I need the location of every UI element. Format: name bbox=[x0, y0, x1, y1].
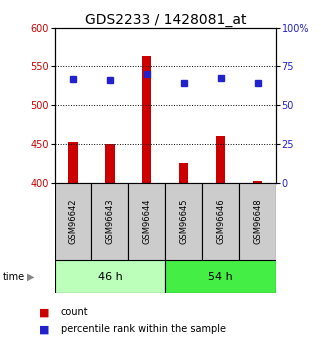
Bar bbox=[105, 144, 115, 183]
Bar bbox=[68, 142, 78, 183]
Text: ▶: ▶ bbox=[27, 272, 35, 282]
Text: GSM96644: GSM96644 bbox=[142, 199, 152, 244]
Text: 46 h: 46 h bbox=[98, 272, 122, 282]
Text: percentile rank within the sample: percentile rank within the sample bbox=[61, 325, 226, 334]
Bar bbox=[55, 183, 91, 260]
Bar bbox=[165, 260, 276, 293]
Title: GDS2233 / 1428081_at: GDS2233 / 1428081_at bbox=[84, 12, 246, 27]
Text: GSM96648: GSM96648 bbox=[253, 199, 262, 245]
Text: GSM96642: GSM96642 bbox=[68, 199, 78, 244]
Bar bbox=[128, 183, 165, 260]
Text: ■: ■ bbox=[39, 325, 49, 334]
Bar bbox=[216, 136, 225, 183]
Bar bbox=[202, 183, 239, 260]
Bar bbox=[179, 164, 188, 183]
Text: GSM96645: GSM96645 bbox=[179, 199, 188, 244]
Bar bbox=[91, 183, 128, 260]
Bar bbox=[142, 56, 152, 183]
Text: GSM96643: GSM96643 bbox=[105, 199, 115, 245]
Bar bbox=[239, 183, 276, 260]
Text: ■: ■ bbox=[39, 307, 49, 317]
Bar bbox=[253, 180, 262, 183]
Text: count: count bbox=[61, 307, 89, 317]
Text: time: time bbox=[3, 272, 25, 282]
Bar bbox=[165, 183, 202, 260]
Bar bbox=[55, 260, 165, 293]
Text: 54 h: 54 h bbox=[208, 272, 233, 282]
Text: GSM96646: GSM96646 bbox=[216, 199, 225, 245]
